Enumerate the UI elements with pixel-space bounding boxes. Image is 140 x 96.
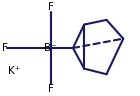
Text: B⁻: B⁻ (44, 43, 57, 53)
Text: F: F (2, 43, 7, 53)
Text: K⁺: K⁺ (8, 66, 21, 76)
Text: F: F (48, 84, 54, 94)
Text: F: F (48, 2, 54, 12)
